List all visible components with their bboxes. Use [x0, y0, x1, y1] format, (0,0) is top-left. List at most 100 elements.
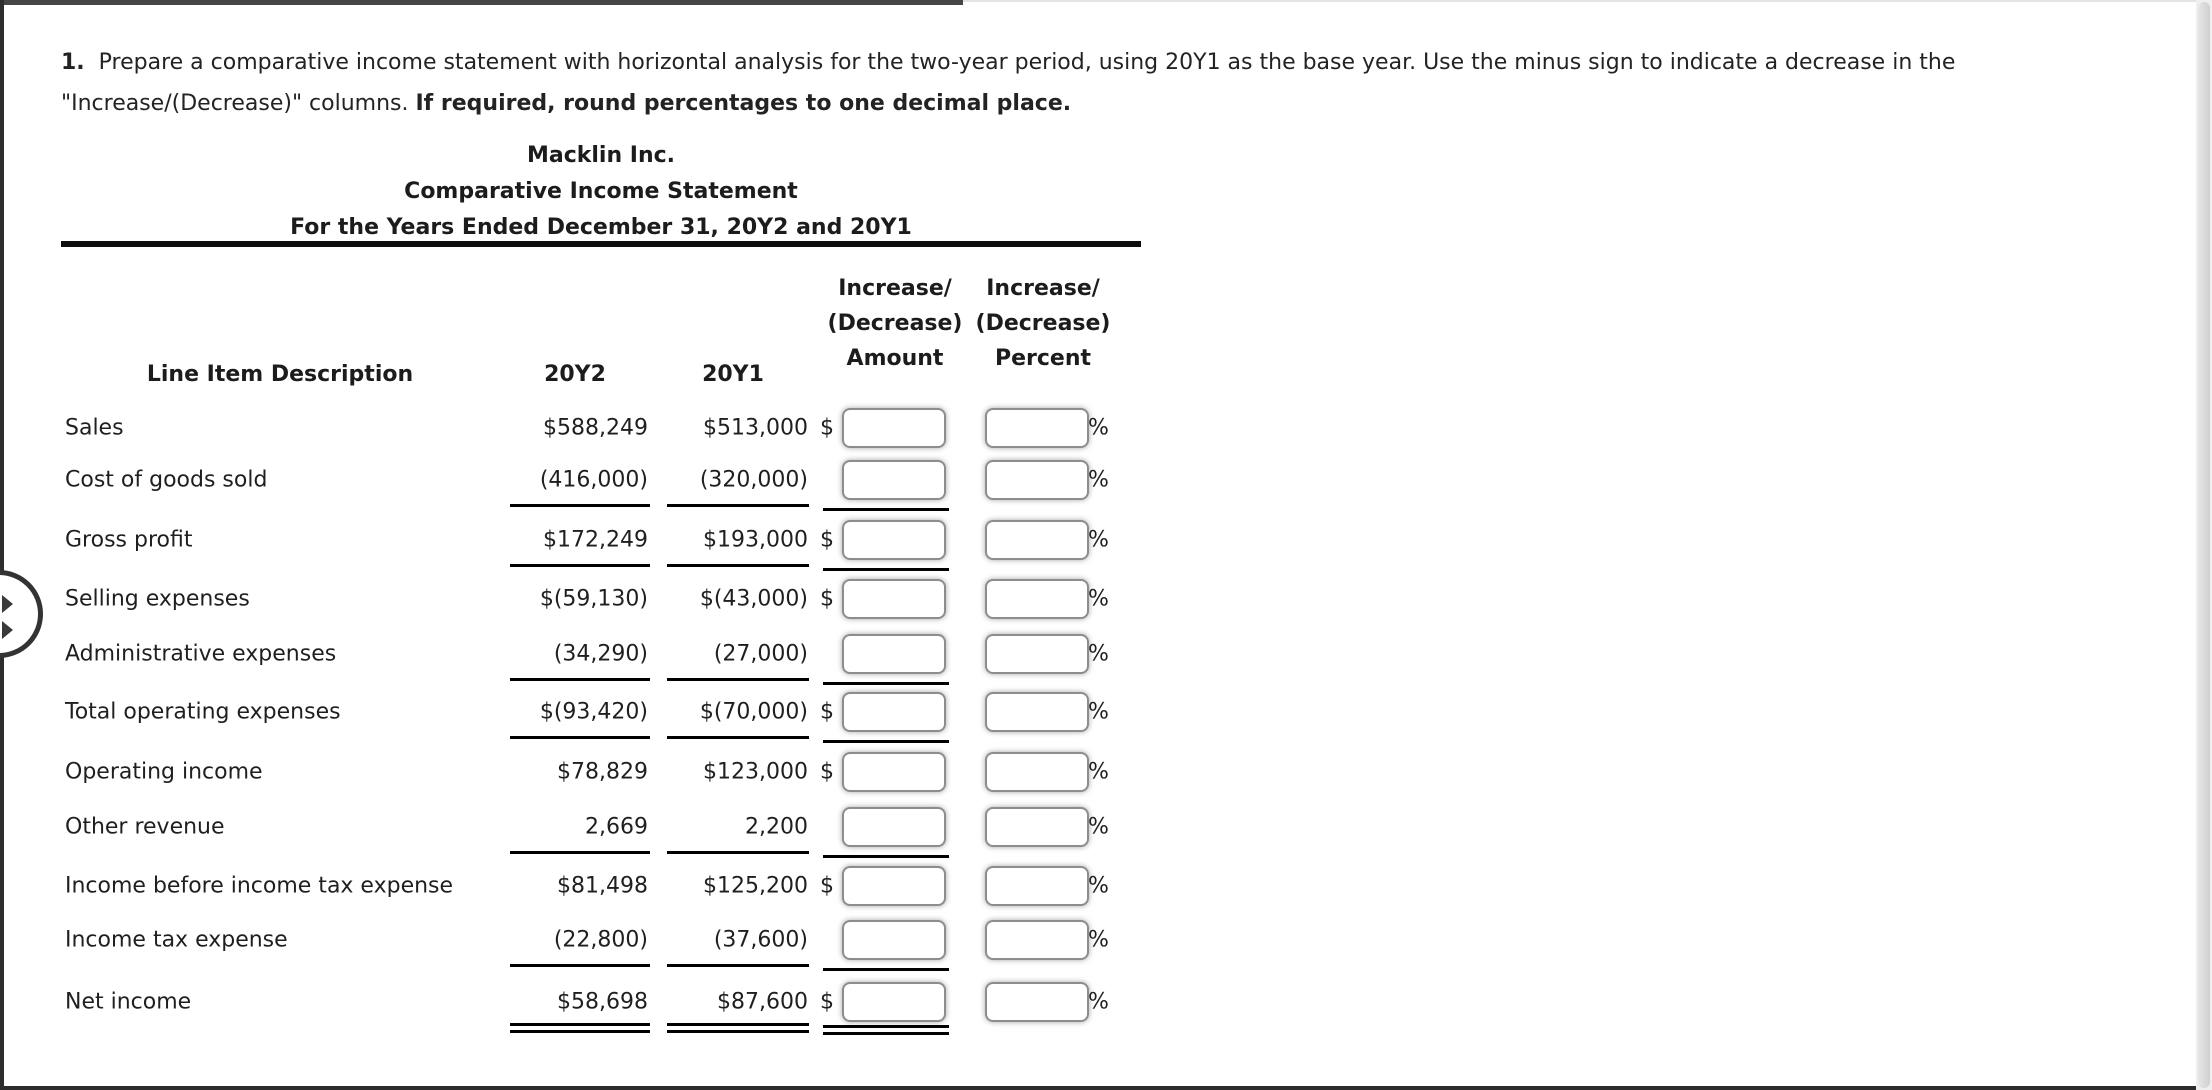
- subtotal-rule: [510, 1030, 650, 1033]
- step-number: 1.: [61, 50, 85, 75]
- subtotal-rule: [667, 504, 809, 507]
- dollar-sign: $: [820, 527, 834, 553]
- dollar-sign: $: [820, 586, 834, 612]
- subtotal-rule: [823, 508, 949, 511]
- value-20y2: $81,498: [557, 873, 648, 899]
- instruction-line-1: 1. Prepare a comparative income statemen…: [61, 50, 1956, 75]
- subtotal-rule: [667, 678, 809, 681]
- table-row: Total operating expenses $(93,420) $(70,00…: [0, 684, 1150, 740]
- value-20y1: $193,000: [703, 527, 808, 553]
- top-divider-dark: [0, 0, 963, 5]
- table-row: Net income $58,698 $87,600 $%: [0, 974, 1150, 1030]
- value-20y2: $(93,420): [539, 699, 648, 725]
- year2-column-header: 20Y2: [544, 362, 606, 387]
- value-20y1: $(70,000): [699, 699, 808, 725]
- percent-input[interactable]: [985, 807, 1089, 847]
- percent-sign: %: [1088, 527, 1109, 553]
- value-20y1: $513,000: [703, 415, 808, 441]
- amount-input[interactable]: [842, 807, 946, 847]
- value-20y1: (320,000): [699, 467, 808, 493]
- statement-period: For the Years Ended December 31, 20Y2 an…: [290, 215, 912, 240]
- subtotal-rule: [823, 1032, 949, 1035]
- table-row: Income before income tax expense $81,498 $…: [0, 858, 1150, 914]
- value-20y1: $123,000: [703, 759, 808, 785]
- vertical-scrollbar[interactable]: [2196, 0, 2212, 1090]
- dollar-sign: $: [820, 699, 834, 725]
- amount-input[interactable]: [842, 752, 946, 792]
- percent-sign: %: [1088, 467, 1109, 493]
- subtotal-rule: [823, 1025, 949, 1028]
- percent-input[interactable]: [985, 460, 1089, 500]
- instruction-line-2: "Increase/(Decrease)" columns. If requir…: [61, 91, 1072, 116]
- amount-input[interactable]: [842, 982, 946, 1022]
- value-20y1: (27,000): [713, 641, 808, 667]
- subtotal-rule: [667, 1030, 809, 1033]
- subtotal-rule: [823, 740, 949, 743]
- percent-sign: %: [1088, 927, 1109, 953]
- row-label: Selling expenses: [65, 586, 250, 612]
- table-row: Other revenue 2,669 2,200%: [0, 799, 1150, 855]
- statement-heading: Macklin Inc. Comparative Income Statemen…: [61, 138, 1141, 246]
- percent-column-header: Increase/ (Decrease) Percent: [975, 276, 1111, 371]
- table-row: Sales $588,249 $513,000 $%: [0, 400, 1150, 456]
- amount-input[interactable]: [842, 866, 946, 906]
- percent-sign: %: [1088, 699, 1109, 725]
- percent-sign: %: [1088, 989, 1109, 1015]
- amount-input[interactable]: [842, 460, 946, 500]
- statement-title: Comparative Income Statement: [404, 179, 798, 204]
- percent-input[interactable]: [985, 920, 1089, 960]
- dollar-sign: $: [820, 989, 834, 1015]
- value-20y2: (416,000): [539, 467, 648, 493]
- percent-input[interactable]: [985, 692, 1089, 732]
- row-label: Cost of goods sold: [65, 467, 268, 493]
- value-20y2: (34,290): [553, 641, 648, 667]
- heading-rule: [61, 241, 1141, 247]
- percent-input[interactable]: [985, 982, 1089, 1022]
- percent-input[interactable]: [985, 520, 1089, 560]
- year1-column-header: 20Y1: [702, 362, 764, 387]
- instruction-text: 1. Prepare a comparative income statemen…: [61, 42, 2171, 124]
- value-20y2: $(59,130): [539, 586, 648, 612]
- scrollbar-thumb[interactable]: [2198, 2, 2210, 1088]
- amount-input[interactable]: [842, 634, 946, 674]
- row-label: Total operating expenses: [65, 699, 341, 725]
- panel-handle-icon: [2, 595, 16, 641]
- amount-input[interactable]: [842, 579, 946, 619]
- subtotal-rule: [510, 736, 650, 739]
- subtotal-rule: [510, 678, 650, 681]
- percent-input[interactable]: [985, 579, 1089, 619]
- subtotal-rule: [823, 568, 949, 571]
- percent-input[interactable]: [985, 866, 1089, 906]
- percent-input[interactable]: [985, 634, 1089, 674]
- amount-column-header: Increase/ (Decrease) Amount: [827, 276, 963, 371]
- value-20y1: $(43,000): [699, 586, 808, 612]
- row-label: Other revenue: [65, 814, 225, 840]
- dollar-sign: $: [820, 415, 834, 441]
- subtotal-rule: [510, 1023, 650, 1026]
- row-label: Administrative expenses: [65, 641, 337, 667]
- amount-input[interactable]: [842, 520, 946, 560]
- subtotal-rule: [823, 682, 949, 685]
- value-20y1: 2,200: [745, 814, 808, 840]
- row-label: Operating income: [65, 759, 263, 785]
- subtotal-rule: [667, 851, 809, 854]
- percent-input[interactable]: [985, 752, 1089, 792]
- amount-input[interactable]: [842, 408, 946, 448]
- dollar-sign: $: [820, 759, 834, 785]
- percent-input[interactable]: [985, 408, 1089, 448]
- subtotal-rule: [510, 851, 650, 854]
- row-label: Income before income tax expense: [65, 873, 454, 899]
- percent-sign: %: [1088, 415, 1109, 441]
- amount-input[interactable]: [842, 692, 946, 732]
- table-row: Cost of goods sold (416,000) (320,000)%: [0, 452, 1150, 508]
- percent-sign: %: [1088, 641, 1109, 667]
- value-20y1: $125,200: [703, 873, 808, 899]
- subtotal-rule: [510, 964, 650, 967]
- row-label: Sales: [65, 415, 124, 441]
- amount-input[interactable]: [842, 920, 946, 960]
- top-divider: [0, 0, 2212, 2]
- value-20y2: (22,800): [553, 927, 648, 953]
- subtotal-rule: [823, 968, 949, 971]
- subtotal-rule: [667, 564, 809, 567]
